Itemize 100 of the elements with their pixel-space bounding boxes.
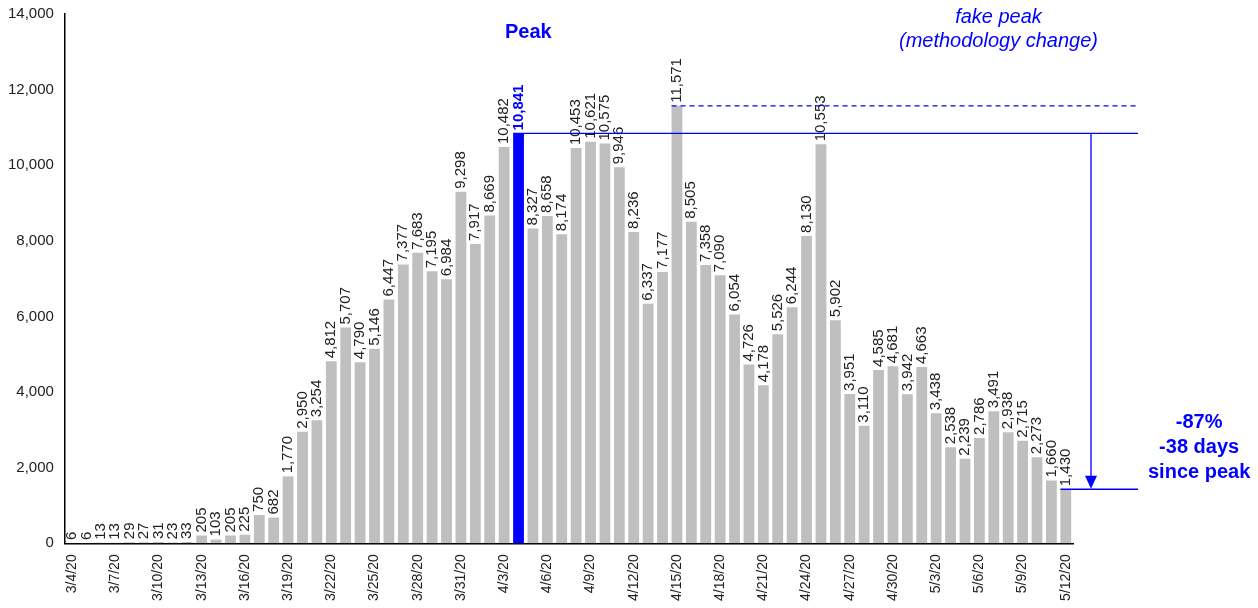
bar (484, 215, 496, 544)
y-tick-label: 14,000 (7, 4, 54, 22)
bar (383, 299, 395, 544)
y-tick-label: 8,000 (16, 230, 54, 248)
bar (873, 369, 884, 544)
bar (311, 420, 323, 544)
bar (340, 327, 352, 544)
bar (253, 514, 265, 544)
data-label: 11,571 (667, 58, 685, 103)
data-label: 8,505 (681, 181, 699, 219)
bar (570, 148, 582, 544)
bar (369, 348, 380, 544)
bar (945, 447, 956, 544)
bar (1002, 432, 1014, 544)
bar (325, 361, 337, 544)
y-tick-label: 6,000 (16, 306, 54, 324)
bar (1046, 480, 1057, 544)
bar (210, 539, 222, 544)
bar (772, 334, 784, 544)
x-tick-label: 4/15/20 (667, 554, 684, 602)
data-label: 5,526 (767, 293, 785, 332)
bar (585, 141, 596, 544)
annotation: fake peak (methodology change) (899, 4, 1099, 52)
x-tick-label: 4/30/20 (883, 554, 900, 602)
data-label: 10,482 (494, 98, 512, 144)
y-tick-label: 2,000 (16, 457, 54, 475)
data-label: 6,244 (782, 266, 800, 305)
bar (829, 320, 841, 544)
bar (498, 147, 510, 544)
bar (815, 144, 827, 544)
x-tick-label: 3/13/20 (192, 554, 209, 602)
y-tick-label: 10,000 (7, 155, 54, 173)
bar (469, 243, 481, 544)
ref-line-label: -87% -38 days since peak (1148, 409, 1251, 485)
x-tick-label: 4/24/20 (797, 554, 814, 602)
bar (628, 231, 640, 544)
bar (786, 307, 798, 544)
bar (412, 252, 424, 544)
x-tick-label: 4/18/20 (711, 554, 728, 602)
bar (988, 411, 1000, 544)
bar (354, 362, 366, 544)
bar (441, 279, 452, 544)
bar (729, 314, 740, 544)
y-tick-label: 4,000 (16, 382, 54, 400)
bar (916, 367, 928, 544)
data-label: 10,453 (566, 99, 584, 146)
data-label: 10,553 (811, 95, 829, 142)
x-tick-label: 5/12/20 (1056, 554, 1073, 602)
data-label: 6,447 (379, 259, 397, 297)
bar (282, 476, 294, 544)
bar (297, 431, 308, 544)
x-tick-label: 3/4/20 (62, 554, 79, 594)
x-tick-label: 3/19/20 (278, 554, 295, 602)
x-tick-label: 4/12/20 (624, 554, 641, 602)
x-tick-label: 3/28/20 (408, 554, 425, 602)
bar (844, 393, 856, 544)
x-tick-label: 4/21/20 (754, 554, 771, 602)
bar (541, 215, 553, 544)
bar (743, 364, 755, 544)
bar (685, 221, 697, 544)
bar (196, 535, 208, 544)
bar (613, 167, 625, 544)
bar (801, 235, 812, 544)
bar (714, 275, 726, 544)
bar (959, 458, 971, 544)
bar (757, 385, 769, 544)
data-label: 4,585 (868, 329, 886, 367)
annotation: Peak (505, 20, 552, 43)
x-tick-label: 3/31/20 (451, 554, 468, 602)
bar (426, 271, 438, 544)
x-tick-label: 4/27/20 (840, 554, 857, 602)
x-tick-label: 4/6/20 (538, 554, 555, 594)
bar (599, 143, 611, 544)
bar (657, 271, 668, 544)
y-tick-label: 12,000 (7, 79, 54, 97)
bar (671, 105, 683, 544)
data-label: 6,054 (724, 273, 742, 312)
bar (1031, 457, 1043, 544)
x-tick-label: 5/6/20 (970, 554, 987, 594)
data-label: 3,110 (854, 386, 872, 423)
bar (268, 517, 280, 544)
x-tick-label: 5/3/20 (927, 554, 944, 594)
data-label: 7,358 (695, 224, 713, 263)
bar (397, 264, 409, 544)
bar (556, 234, 568, 544)
data-label: 4,726 (739, 324, 757, 362)
x-tick-label: 4/9/20 (581, 554, 598, 594)
data-label: 8,236 (623, 191, 641, 229)
bar (930, 413, 942, 544)
bar (700, 265, 712, 544)
data-label: 1,770 (278, 435, 296, 474)
x-tick-label: 4/3/20 (494, 554, 511, 594)
data-label: 3,951 (839, 353, 857, 391)
x-tick-label: 5/9/20 (1013, 554, 1030, 594)
y-tick-label: 0 (45, 533, 54, 551)
bar (225, 535, 236, 544)
bar (1017, 440, 1028, 544)
data-label: 8,130 (796, 195, 814, 233)
bar (527, 228, 539, 544)
data-label: 5,902 (825, 279, 843, 318)
